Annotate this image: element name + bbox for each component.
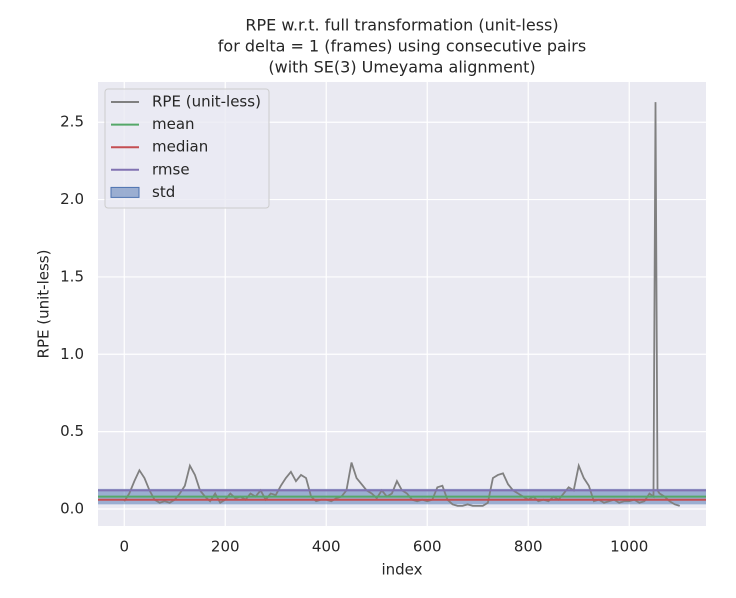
legend-label: std xyxy=(152,183,175,201)
x-tick-label: 600 xyxy=(413,538,442,556)
y-tick-label: 2.5 xyxy=(60,113,84,131)
title-line: for delta = 1 (frames) using consecutive… xyxy=(218,37,586,56)
x-tick-label: 1000 xyxy=(610,538,648,556)
x-tick-label: 400 xyxy=(312,538,341,556)
legend-swatch xyxy=(110,186,140,198)
y-tick-label: 1.5 xyxy=(60,267,84,285)
legend-label: mean xyxy=(152,115,195,133)
y-tick-label: 2.0 xyxy=(60,190,84,208)
legend-box xyxy=(104,88,270,209)
x-tick-label: 200 xyxy=(211,538,240,556)
y-tick-label: 0.5 xyxy=(60,422,84,440)
y-axis-label: RPE (unit-less) xyxy=(35,250,53,359)
legend-label: RPE (unit-less) xyxy=(152,93,261,111)
x-tick-label: 800 xyxy=(514,538,543,556)
legend-label: median xyxy=(152,138,208,156)
y-tick-label: 1.0 xyxy=(60,345,84,363)
title-line: RPE w.r.t. full transformation (unit-les… xyxy=(245,16,558,35)
y-tick-label: 0.0 xyxy=(60,499,84,517)
x-tick-label: 0 xyxy=(119,538,129,556)
title-line: (with SE(3) Umeyama alignment) xyxy=(268,58,535,77)
legend-label: rmse xyxy=(152,160,190,178)
x-axis-label: index xyxy=(381,561,422,579)
